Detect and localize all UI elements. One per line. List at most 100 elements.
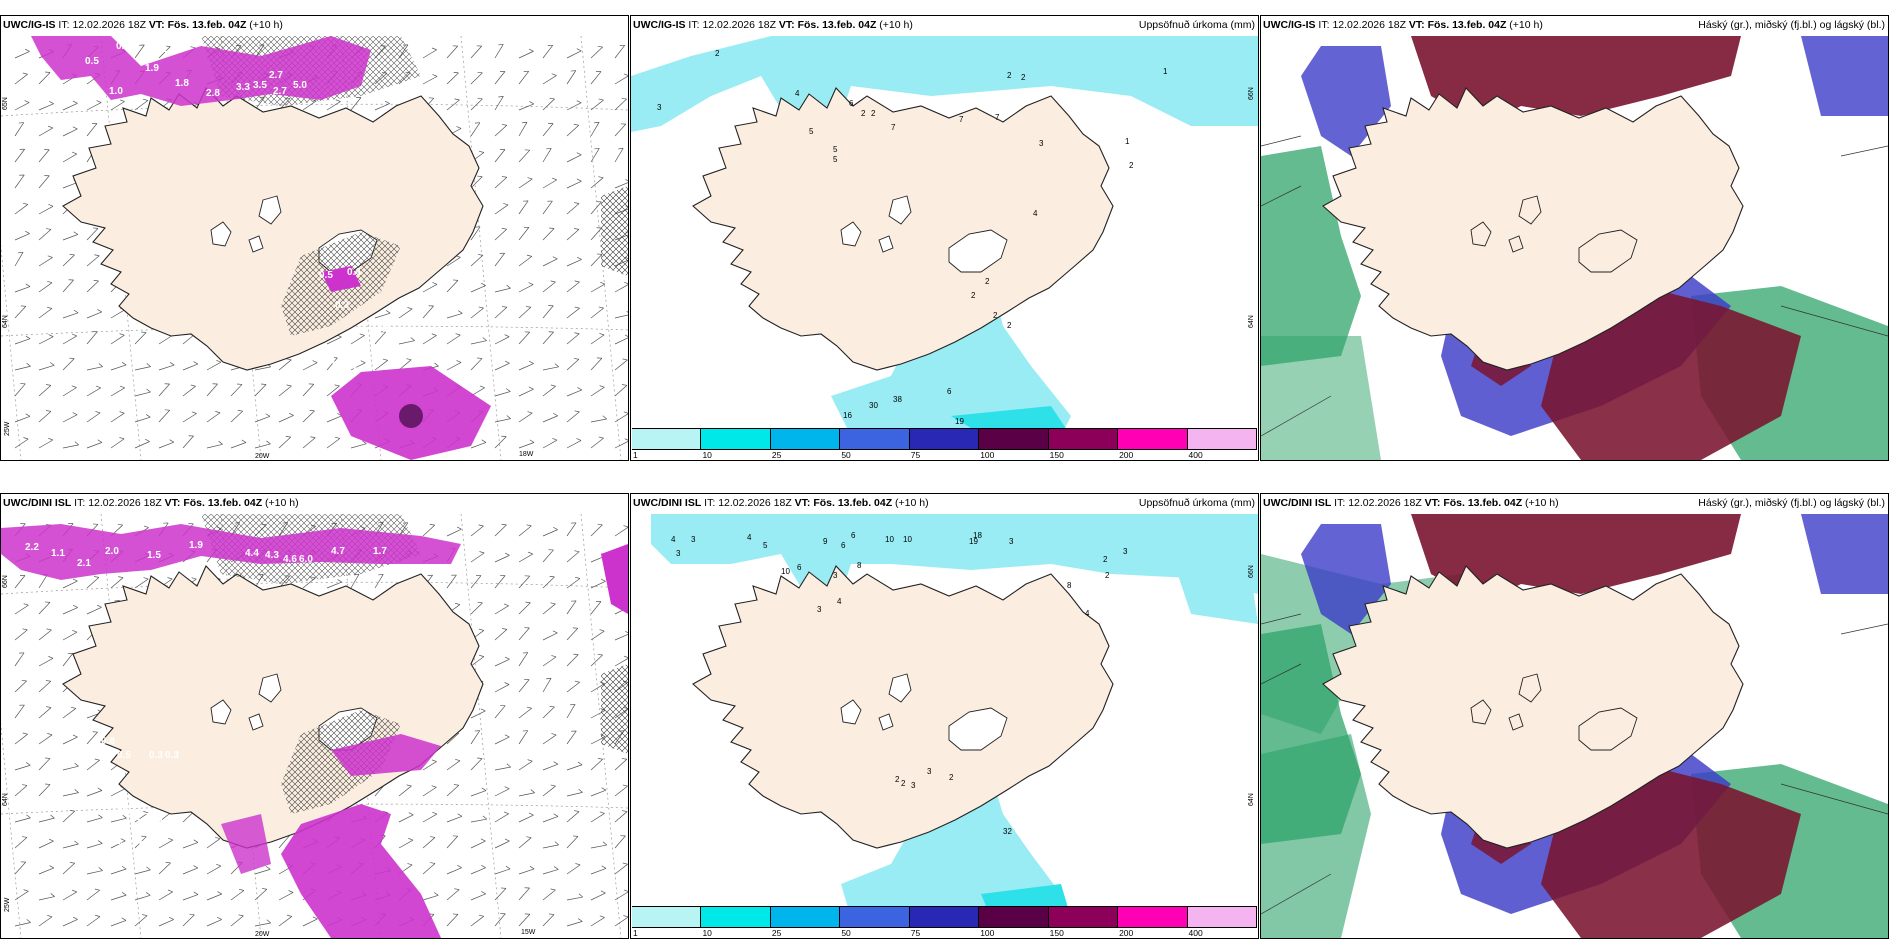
precip-value-label: 3 — [657, 103, 662, 112]
precip-value-label: 32 — [1003, 827, 1012, 836]
colorbar-tick-label: 10 — [702, 450, 712, 460]
lat-label: 66N — [1248, 87, 1255, 100]
snow-value-label: 4.3 — [265, 550, 279, 561]
snowfall-regions — [1, 524, 628, 938]
map-wind-snow: 0.50.51.91.01.21.82.83.3 3.52.72.75.00.40… — [1, 36, 628, 460]
colorbar-tick-label: 400 — [1188, 928, 1203, 938]
colorbar-tick-label: 10 — [702, 928, 712, 938]
colorbar-swatch — [1048, 907, 1119, 927]
precip-value-label: 2 — [1129, 161, 1134, 170]
snow-value-label: 2.0 — [105, 546, 119, 557]
precip-value-label: 3 — [911, 781, 916, 790]
precip-value-label: 10 — [885, 535, 894, 544]
precip-value-label: 2 — [1021, 73, 1026, 82]
precip-value-label: 8 — [857, 561, 862, 570]
snow-value-label: 0.8 — [101, 736, 115, 747]
snow-value-label: 2.7 — [135, 812, 149, 823]
precip-value-label: 38 — [893, 395, 902, 404]
panel-subtitle: Háský (gr.), miðský (fj.bl.) og lágský (… — [1698, 19, 1885, 31]
snow-value-label: 0.5 — [377, 324, 391, 335]
precip-value-label: 5 — [763, 541, 768, 550]
lon-label: 15W — [521, 929, 536, 936]
precip-value-label: 2 — [871, 109, 876, 118]
map-cloud — [1261, 36, 1888, 460]
snow-value-label: 2.4 — [321, 356, 335, 367]
colorbar-swatch — [1187, 907, 1257, 927]
colorbar-labels: 1 10 25 50 75 100 150 200 400 — [632, 928, 1257, 938]
precip-value-label: 3 — [927, 767, 932, 776]
precip-value-label: 6 — [841, 541, 846, 550]
precip-value-label: 7 — [891, 123, 896, 132]
colorbar-tick-label: 200 — [1119, 928, 1134, 938]
panel-subtitle: Uppsöfnuð úrkoma (mm) — [1138, 19, 1255, 31]
snow-value-label: 3.5 — [253, 80, 267, 91]
snowfall-regions — [31, 36, 491, 460]
precip-value-label: 16 — [843, 411, 852, 420]
precip-value-label: 19 — [969, 537, 978, 546]
colorbar-swatch — [979, 429, 1049, 449]
precip-value-label: 3 — [676, 549, 681, 558]
precip-value-label: 2 — [901, 779, 906, 788]
colorbar-swatch — [1118, 429, 1188, 449]
colorbar-tick-label: 25 — [771, 928, 782, 938]
precip-value-label: 3 — [691, 535, 696, 544]
panel-title: UWC/DINI ISL IT: 12.02.2026 18Z VT: Fös.… — [633, 497, 929, 509]
map-wind-snow: 2.21.12.12.0 1.51.94.4 4.3 4.6 6.04.7 1.70.80… — [1, 514, 628, 938]
colorbar-tick-label: 150 — [1049, 450, 1064, 460]
precip-value-label: 7 — [995, 113, 1000, 122]
colorbar-tick-label: 75 — [910, 928, 921, 938]
colorbar-swatch — [1048, 429, 1119, 449]
precip-value-label: 3 — [817, 605, 822, 614]
colorbar-swatch — [1118, 907, 1188, 927]
precip-value-label: 4 — [837, 597, 842, 606]
panel-title: UWC/IG-IS IT: 12.02.2026 18Z VT: Fös. 13… — [3, 19, 283, 31]
snow-value-label: 1.2 — [153, 44, 167, 55]
precip-value-label: 18 — [973, 531, 982, 540]
snow-value-label: 4.4 — [149, 818, 163, 829]
precip-value-label: 7 — [959, 115, 964, 124]
colorbar-swatch — [979, 907, 1049, 927]
colorbar-tick-label: 100 — [980, 928, 995, 938]
precip-value-label: 5 — [833, 145, 838, 154]
precip-value-label: 19 — [955, 417, 964, 426]
lat-label: 66N — [1248, 565, 1255, 578]
lon-label: 18W — [519, 451, 534, 458]
precip-value-label: 3 — [833, 571, 838, 580]
colorbar-swatch — [770, 907, 841, 927]
panel-cloud-dini: UWC/DINI ISL IT: 12.02.2026 18Z VT: Fös.… — [1260, 493, 1889, 939]
colorbar-tick-label: 1 — [633, 450, 638, 460]
lat-label: 66N — [2, 575, 9, 588]
snow-value-label: 1.1 — [115, 836, 129, 847]
precip-value-label: 4 — [1033, 209, 1038, 218]
colorbar-tick-label: 1 — [633, 928, 638, 938]
precip-value-label: 10 — [903, 535, 912, 544]
iceland-landmass — [692, 87, 1114, 371]
colorbar-tick-label: 100 — [980, 450, 995, 460]
colorbar — [632, 428, 1257, 450]
panel-title: UWC/IG-IS IT: 12.02.2026 18Z VT: Fös. 13… — [1263, 19, 1543, 31]
panel-precip-dini: UWC/DINI ISL IT: 12.02.2026 18Z VT: Fös.… — [630, 493, 1259, 939]
precip-value-label: 3 — [1123, 547, 1128, 556]
precip-value-label: 10 — [781, 567, 790, 576]
colorbar-tick-label: 25 — [771, 450, 782, 460]
snow-value-label: 4.7 — [331, 546, 345, 557]
snow-value-label: 1.0 — [109, 86, 123, 97]
precip-value-label: 1 — [1163, 67, 1168, 76]
precip-value-label: 3 — [1009, 537, 1014, 546]
precip-value-label: 2 — [861, 109, 866, 118]
precip-value-label: 1 — [1125, 137, 1130, 146]
precip-value-label: 5 — [809, 127, 814, 136]
snow-value-label: 0.5 — [117, 750, 131, 761]
precip-value-label: 30 — [869, 401, 878, 410]
precip-value-label: 4 — [1085, 609, 1090, 618]
panel-cloud-igis: UWC/IG-IS IT: 12.02.2026 18Z VT: Fös. 13… — [1260, 15, 1889, 461]
precip-value-label: 2 — [895, 775, 900, 784]
lon-label: 20W — [255, 931, 270, 938]
snow-value-label: 2.8 — [206, 88, 220, 99]
colorbar — [632, 906, 1257, 928]
lon-label: 25W — [4, 897, 11, 912]
panel-title: UWC/DINI ISL IT: 12.02.2026 18Z VT: Fös.… — [1263, 497, 1559, 509]
lat-label: 65N — [2, 97, 9, 110]
colorbar-swatch — [1187, 429, 1257, 449]
